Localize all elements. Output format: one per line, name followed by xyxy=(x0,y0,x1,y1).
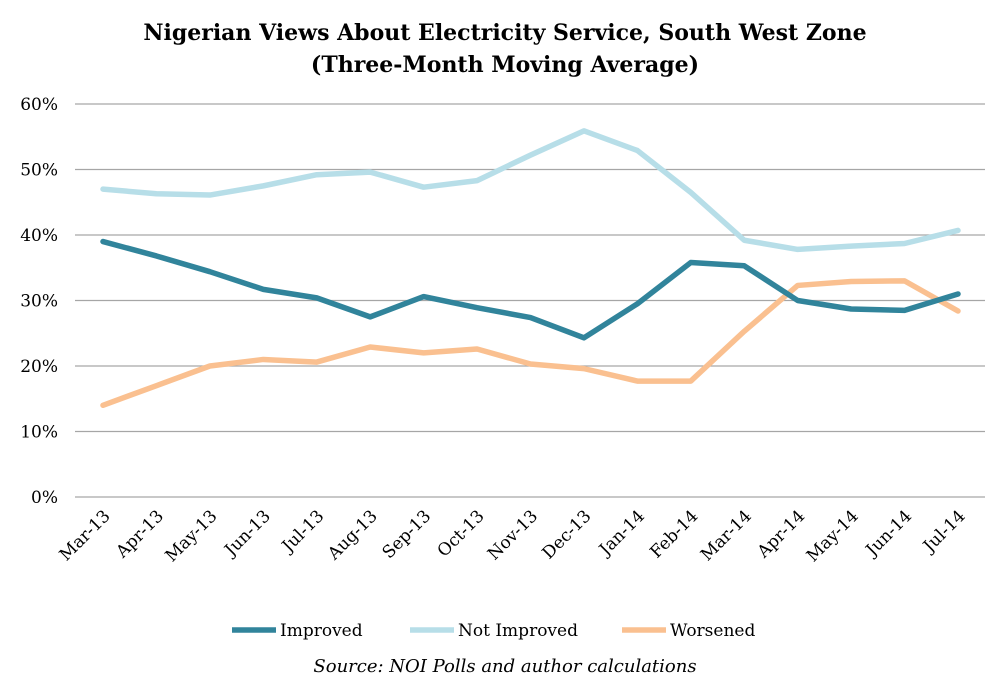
x-tick-label: Jul-14 xyxy=(918,506,969,557)
x-tick-label: Feb-14 xyxy=(646,506,702,562)
y-tick-label: 10% xyxy=(20,423,58,443)
legend: Improved Not Improved Worsened xyxy=(232,621,755,641)
x-tick-label: Oct-13 xyxy=(434,506,489,561)
x-tick-label: Jun-14 xyxy=(861,506,916,561)
x-tick-label: Mar-13 xyxy=(56,506,115,565)
x-tick-label: May-14 xyxy=(803,506,863,566)
y-tick-label: 40% xyxy=(20,226,58,246)
y-tick-label: 0% xyxy=(31,488,58,508)
legend-label-improved: Improved xyxy=(280,621,363,641)
gridlines xyxy=(75,103,985,498)
x-tick-label: Nov-13 xyxy=(484,506,542,564)
x-tick-label: Apr-13 xyxy=(112,506,168,562)
y-tick-label: 50% xyxy=(20,161,58,181)
x-tick-label: Jan-14 xyxy=(594,506,649,561)
y-axis: 0% 10% 20% 30% 40% 50% 60% xyxy=(20,95,58,508)
chart-title: Nigerian Views About Electricity Service… xyxy=(143,20,866,46)
series-line-worsened xyxy=(100,278,961,409)
source-note: Source: NOI Polls and author calculation… xyxy=(313,656,696,677)
legend-label-worsened: Worsened xyxy=(670,621,755,641)
x-tick-label: Apr-14 xyxy=(753,506,809,562)
y-tick-label: 30% xyxy=(20,292,58,312)
x-tick-label: Jul-13 xyxy=(277,506,328,557)
x-tick-label: May-13 xyxy=(162,506,222,566)
y-tick-label: 20% xyxy=(20,357,58,377)
series-line-improved xyxy=(100,238,961,341)
series-lines xyxy=(100,128,961,409)
series-line-not-improved xyxy=(100,128,961,253)
legend-label-not-improved: Not Improved xyxy=(458,621,578,641)
x-tick-label: Jun-13 xyxy=(220,506,275,561)
x-tick-label: Mar-14 xyxy=(697,506,756,565)
x-tick-label: Dec-13 xyxy=(538,506,595,563)
y-tick-label: 60% xyxy=(20,95,58,115)
x-tick-label: Aug-13 xyxy=(323,506,381,564)
chart-subtitle: (Three-Month Moving Average) xyxy=(311,52,699,78)
x-tick-label: Sep-13 xyxy=(379,506,436,563)
